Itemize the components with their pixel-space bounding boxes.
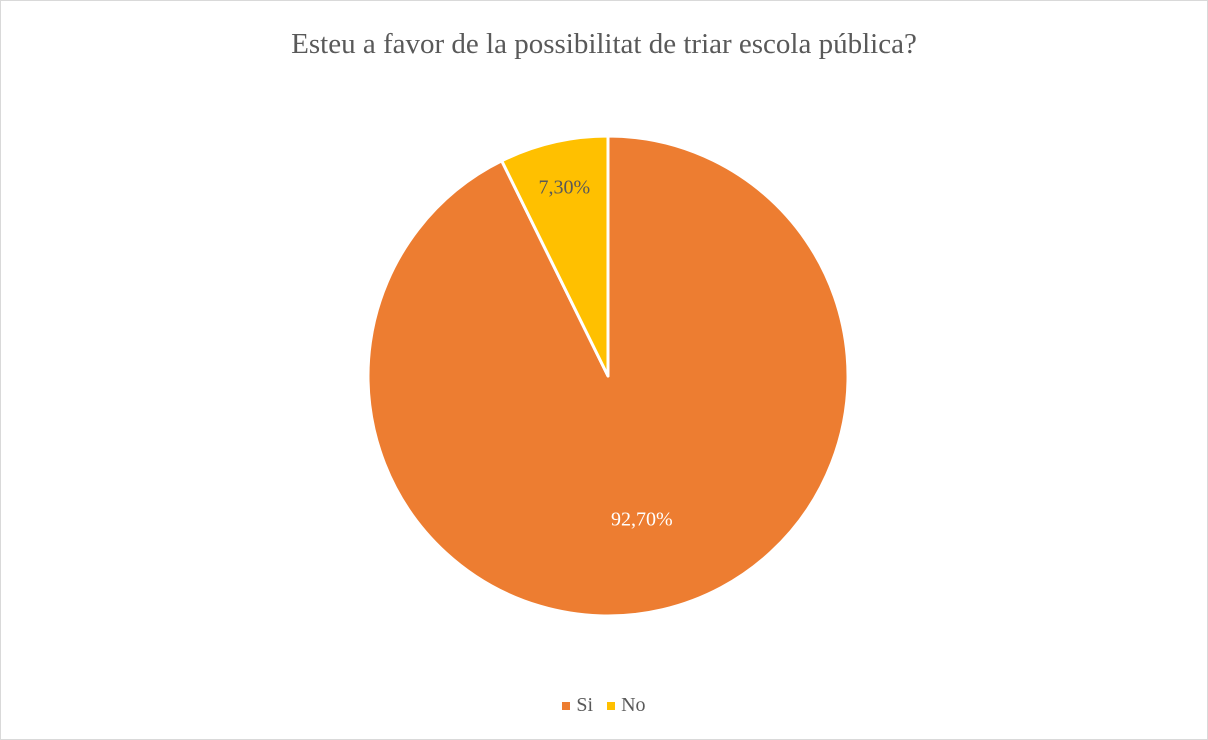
data-label-si: 92,70%: [611, 508, 673, 530]
legend-item-si: Si: [562, 694, 593, 717]
legend-swatch-no: [607, 701, 616, 710]
legend-label-no: No: [621, 694, 646, 716]
legend-label-si: Si: [576, 694, 594, 716]
legend-swatch-si: [562, 701, 571, 710]
data-label-no: 7,30%: [539, 177, 591, 199]
pie-slice-no: [500, 134, 610, 378]
legend-item-no: No: [607, 694, 646, 717]
chart-title: Esteu a favor de la possibilitat de tria…: [291, 28, 917, 60]
legend: Si No: [0, 694, 1208, 717]
